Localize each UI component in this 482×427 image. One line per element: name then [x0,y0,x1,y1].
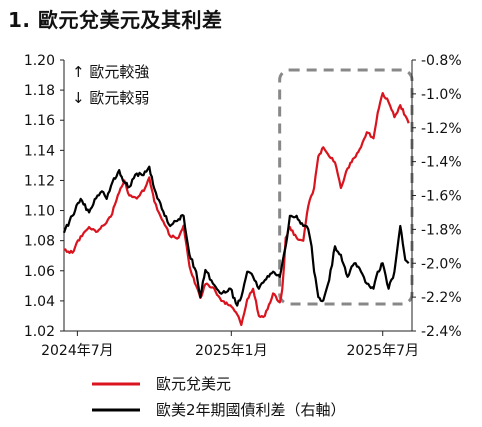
x-tick-label: 2025年1月 [195,343,268,359]
left-tick-label: 1.06 [24,264,55,280]
right-tick-label: -2.4% [421,324,462,340]
left-tick-label: 1.10 [24,204,55,220]
right-tick-label: -1.0% [421,87,462,103]
legend-label-spread: 歐美2年期國債利差（右軸） [156,401,346,419]
left-tick-label: 1.04 [24,294,55,310]
left-tick-label: 1.02 [24,324,55,340]
right-tick-label: -1.2% [421,121,462,137]
annotations: ↑ 歐元較強 ↓ 歐元較弱 [72,63,149,107]
right-tick-label: -1.4% [421,155,462,171]
left-tick-label: 1.12 [24,173,55,189]
right-tick-label: -2.0% [421,256,462,272]
line-eurusd [63,92,410,327]
series-lines [62,92,410,327]
chart-title: 1. 歐元兌美元及其利差 [8,8,223,32]
left-tick-label: 1.08 [24,234,55,250]
left-tick-label: 1.18 [24,83,55,99]
left-tick-label: 1.14 [24,143,55,159]
left-tick-label: 1.16 [24,113,55,129]
right-tick-label: -1.8% [421,222,462,238]
x-tick-label: 2025年7月 [346,343,419,359]
axes [60,59,416,336]
highlight-box-layer [278,68,414,306]
annotation-down: ↓ 歐元較弱 [72,89,149,107]
x-tick-label: 2024年7月 [41,343,114,359]
line-spread [62,165,410,307]
legend-label-eurusd: 歐元兌美元 [156,375,231,393]
right-tick-label: -1.6% [421,189,462,205]
annotation-up: ↑ 歐元較強 [72,63,149,81]
tick-labels: 1.02 1.04 1.06 1.08 1.10 1.12 1.14 1.16 1.18 1.20… [24,53,462,359]
right-tick-label: -0.8% [421,53,462,69]
left-tick-label: 1.20 [24,53,55,69]
right-tick-label: -2.2% [421,290,462,306]
highlight-box [278,68,414,306]
legend: 歐元兌美元 歐美2年期國債利差（右軸） [92,375,346,419]
